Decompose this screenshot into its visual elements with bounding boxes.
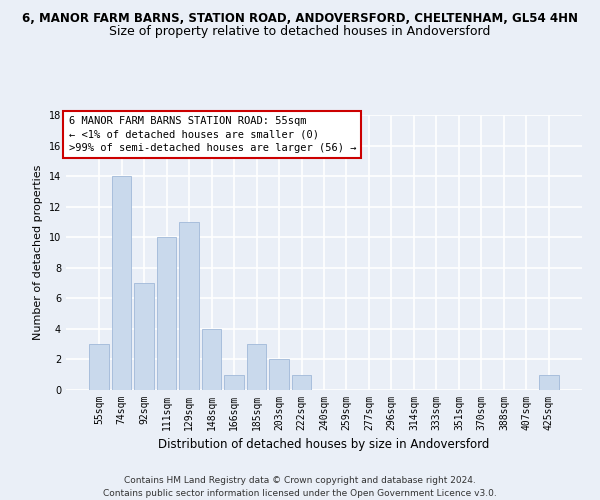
Bar	[224, 374, 244, 390]
Bar	[134, 283, 154, 390]
Text: 6 MANOR FARM BARNS STATION ROAD: 55sqm
← <1% of detached houses are smaller (0)
: 6 MANOR FARM BARNS STATION ROAD: 55sqm ←…	[68, 116, 356, 153]
Bar	[179, 222, 199, 390]
Bar	[247, 344, 266, 390]
Bar	[112, 176, 131, 390]
X-axis label: Distribution of detached houses by size in Andoversford: Distribution of detached houses by size …	[158, 438, 490, 452]
Text: 6, MANOR FARM BARNS, STATION ROAD, ANDOVERSFORD, CHELTENHAM, GL54 4HN: 6, MANOR FARM BARNS, STATION ROAD, ANDOV…	[22, 12, 578, 26]
Bar	[539, 374, 559, 390]
Text: Contains HM Land Registry data © Crown copyright and database right 2024.
Contai: Contains HM Land Registry data © Crown c…	[103, 476, 497, 498]
Text: Size of property relative to detached houses in Andoversford: Size of property relative to detached ho…	[109, 25, 491, 38]
Bar	[269, 360, 289, 390]
Bar	[292, 374, 311, 390]
Bar	[89, 344, 109, 390]
Bar	[202, 329, 221, 390]
Y-axis label: Number of detached properties: Number of detached properties	[33, 165, 43, 340]
Bar	[157, 237, 176, 390]
